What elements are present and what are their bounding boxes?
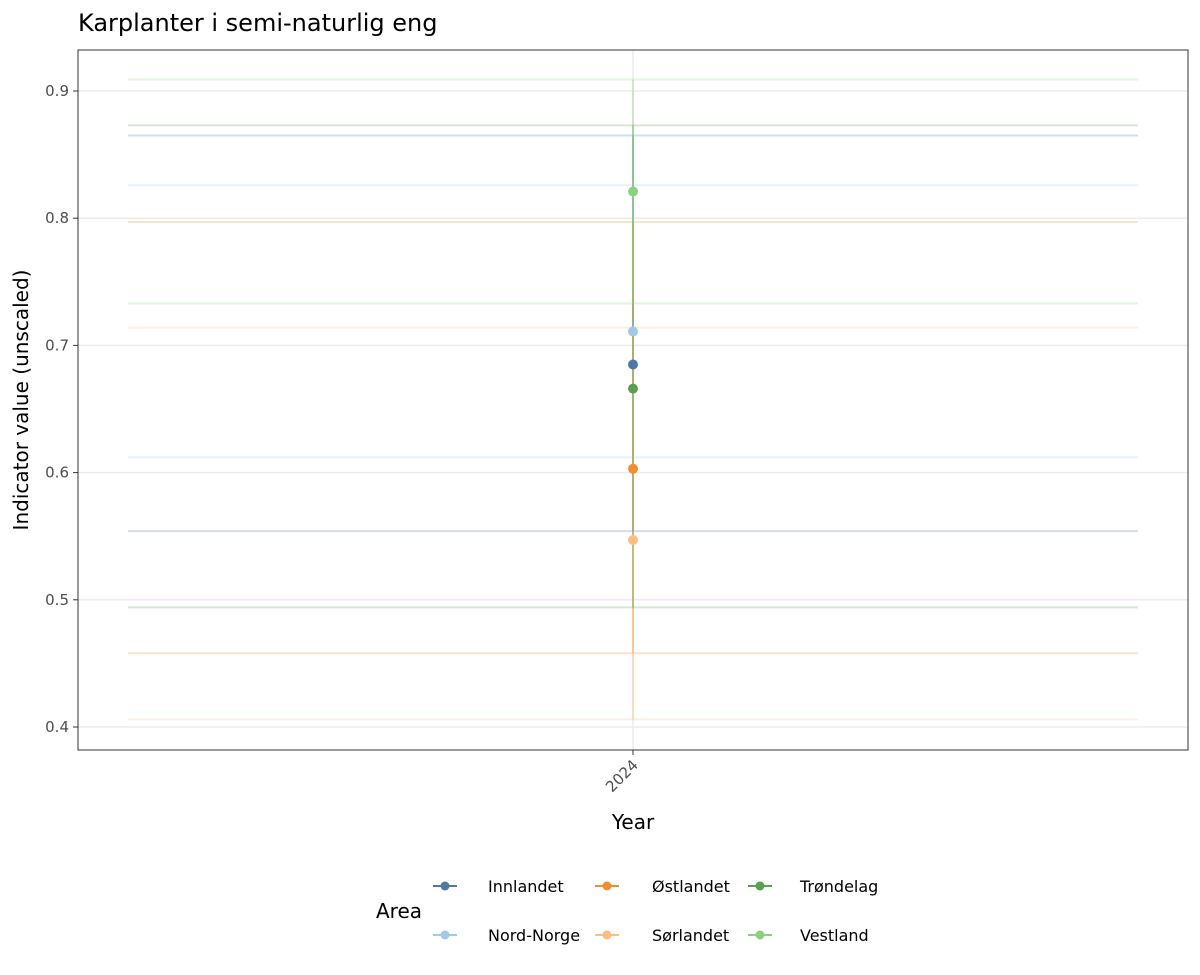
- x-tick-label: 2024: [602, 756, 642, 796]
- y-axis: 0.4 0.5 0.6 0.7 0.8 0.9: [45, 82, 78, 736]
- interval-lines: [128, 78, 1138, 721]
- chart-title: Karplanter i semi-naturlig eng: [78, 9, 437, 37]
- y-tick-label: 0.9: [45, 82, 69, 100]
- legend-key-point: [440, 930, 450, 940]
- y-tick-label: 0.8: [45, 209, 69, 227]
- data-point: [628, 326, 638, 337]
- data-point: [628, 383, 638, 394]
- legend-label: Østlandet: [652, 877, 730, 896]
- legend-key-point: [755, 881, 765, 891]
- data-point: [628, 463, 638, 474]
- legend-label: Vestland: [800, 926, 869, 945]
- data-point: [628, 359, 638, 370]
- legend-key-point: [602, 881, 612, 891]
- x-axis-label: Year: [611, 810, 655, 834]
- legend-title: Area: [376, 899, 422, 923]
- legend-label: Nord-Norge: [488, 926, 580, 945]
- x-axis: 2024: [602, 750, 642, 796]
- legend-label: Trøndelag: [799, 877, 878, 896]
- legend: Area Innlandet Nord-Norge Østlandet Sørland…: [376, 877, 878, 945]
- legend-label: Sørlandet: [652, 926, 729, 945]
- legend-key-point: [755, 930, 765, 940]
- y-axis-label: Indicator value (unscaled): [9, 270, 33, 531]
- data-point: [628, 186, 638, 197]
- legend-label: Innlandet: [488, 877, 564, 896]
- data-points: [628, 186, 638, 546]
- data-point: [628, 535, 638, 546]
- legend-key-point: [602, 930, 612, 940]
- y-tick-label: 0.4: [45, 718, 69, 736]
- y-tick-label: 0.6: [45, 464, 69, 482]
- legend-key-point: [440, 881, 450, 891]
- y-tick-label: 0.7: [45, 336, 69, 354]
- y-tick-label: 0.5: [45, 591, 69, 609]
